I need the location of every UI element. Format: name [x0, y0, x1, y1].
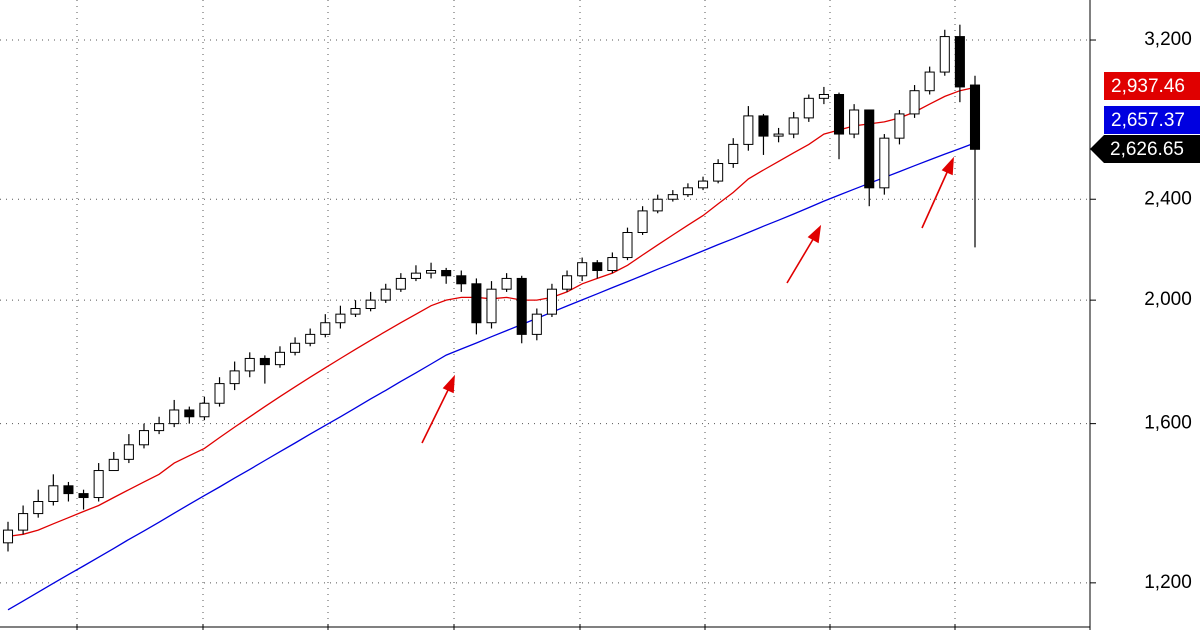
- candle-body: [743, 115, 754, 145]
- candle-body: [380, 288, 391, 301]
- candle-body: [335, 313, 346, 324]
- candle-body: [728, 143, 739, 165]
- candle-body: [93, 470, 104, 499]
- candle-body: [471, 283, 482, 324]
- candle-body: [244, 357, 255, 372]
- candle-body: [577, 262, 588, 277]
- labels: 1,200 1,600 2,000 2,400 3,200 2,937.46 2,657.3…: [1090, 29, 1200, 593]
- candle-body: [154, 423, 165, 432]
- candle-body: [2, 529, 14, 544]
- arrow: [421, 385, 451, 444]
- candle-body: [637, 210, 648, 234]
- candle-body: [592, 262, 603, 272]
- candle-body: [697, 180, 709, 189]
- candle-body: [48, 485, 59, 503]
- candle-body: [320, 322, 331, 335]
- candle-body: [169, 409, 180, 425]
- arrow-head: [442, 374, 455, 394]
- candle-body: [456, 275, 467, 285]
- candle-body: [879, 137, 890, 189]
- candle-body: [833, 94, 845, 135]
- candle-body: [682, 187, 693, 196]
- candle-body: [531, 313, 542, 335]
- candle-body: [214, 383, 225, 404]
- candle-body: [818, 94, 829, 99]
- candle-body: [365, 299, 376, 310]
- candle-body: [924, 71, 935, 92]
- candle-body: [274, 351, 286, 366]
- candle-body: [184, 409, 195, 418]
- last-value-box: [1104, 106, 1200, 134]
- candle-body: [954, 36, 965, 88]
- last-value-box: [1104, 72, 1200, 100]
- candle-body: [909, 90, 920, 115]
- y-tick-label: 2,000: [1144, 289, 1192, 310]
- candle-body: [350, 308, 361, 315]
- candle-body: [939, 36, 950, 73]
- y-tick-label: 1,200: [1144, 572, 1192, 593]
- last-value-label: 2,626.65: [1110, 139, 1184, 160]
- candle-body: [199, 402, 210, 418]
- candle-body: [486, 288, 497, 324]
- y-tick-label: 3,200: [1144, 29, 1192, 50]
- candle-body: [969, 84, 981, 150]
- candle-body: [803, 97, 814, 119]
- candle-body: [395, 277, 406, 290]
- candle-body: [864, 109, 875, 189]
- annotation-arrows: [421, 156, 954, 444]
- candle-body: [516, 277, 527, 335]
- candle-body: [305, 333, 316, 344]
- candle-body: [562, 275, 573, 290]
- candle-body: [259, 357, 270, 366]
- candles: [2, 24, 981, 552]
- arrow-head: [807, 224, 822, 244]
- candle-body: [849, 109, 860, 135]
- arrow-head: [941, 156, 954, 176]
- candle-body: [63, 485, 74, 495]
- candle-body: [18, 513, 29, 531]
- candle-body: [607, 257, 618, 272]
- candle-body: [758, 115, 769, 137]
- last-value-label: 2,657.37: [1111, 110, 1185, 131]
- candle-body: [290, 342, 301, 353]
- candle-body: [546, 288, 557, 315]
- candle-body: [667, 194, 678, 200]
- candle-body: [713, 163, 724, 182]
- last-value-label: 2,937.46: [1111, 76, 1185, 97]
- candle-body: [652, 198, 663, 212]
- candle-body: [229, 370, 240, 385]
- candle-body: [123, 444, 134, 460]
- candle-body: [78, 493, 89, 499]
- last-value-box: [1090, 135, 1200, 163]
- grid: [0, 0, 1096, 630]
- candle-body: [622, 232, 633, 259]
- moving-average-line: [7, 142, 976, 611]
- arrow: [786, 235, 816, 284]
- y-tick-label: 2,400: [1144, 188, 1192, 209]
- candle-body: [894, 113, 905, 139]
- candle-body: [426, 270, 437, 274]
- candle-body: [441, 270, 452, 277]
- candle-body: [138, 430, 150, 446]
- candle-body: [33, 501, 44, 515]
- candle-body: [410, 272, 421, 279]
- arrow: [921, 167, 950, 229]
- candle-body: [788, 117, 799, 135]
- candle-body: [773, 133, 784, 137]
- y-tick-label: 1,600: [1144, 413, 1192, 434]
- candle-body: [501, 277, 512, 290]
- candle-body: [108, 458, 119, 472]
